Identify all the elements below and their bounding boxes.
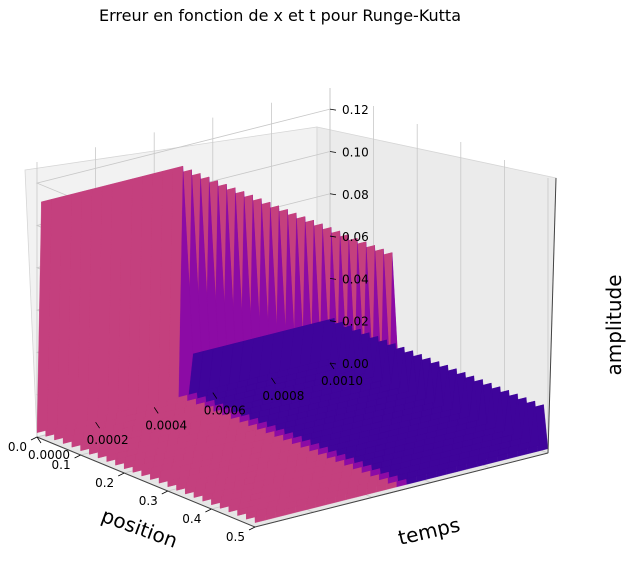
x-tick-label: 0.1 — [52, 458, 71, 472]
y-axis-line — [254, 452, 549, 528]
y-tick-label: 0.0000 — [28, 448, 70, 462]
z-tick-mark — [329, 277, 337, 280]
y-tick-mark — [212, 392, 218, 399]
y-tick-label: 0.0010 — [321, 374, 363, 388]
x-tick-mark — [161, 490, 168, 495]
x-tick-label: 0.2 — [95, 476, 114, 490]
z-axis-label: amplitude — [602, 274, 626, 375]
x-axis-line — [36, 436, 256, 528]
z-tick-label: 0.00 — [342, 357, 369, 371]
x-tick-mark — [74, 454, 81, 459]
x-tick-label: 0.3 — [139, 494, 158, 508]
z-tick-label: 0.04 — [342, 272, 369, 286]
x-ticks: 0.0 0.1 0.2 0.3 0.4 0.5 — [8, 436, 256, 544]
y-tick-mark — [36, 436, 42, 444]
y-tick-label: 0.0004 — [145, 418, 187, 432]
y-tick-label: 0.0002 — [87, 433, 129, 447]
x-tick-mark — [205, 508, 212, 513]
z-tick-mark — [329, 320, 337, 323]
x-tick-mark — [118, 472, 125, 477]
z-tick-label: 0.10 — [342, 145, 369, 159]
y-tick-mark — [329, 362, 335, 370]
z-ticks: 0.00 0.02 0.04 0.06 0.08 0.10 0.12 — [329, 103, 369, 371]
x-tick-label: 0.5 — [226, 530, 245, 544]
z-tick-mark — [329, 362, 337, 365]
z-tick-mark — [329, 108, 337, 111]
x-tick-label: 0.4 — [182, 512, 201, 526]
z-tick-label: 0.12 — [342, 103, 369, 117]
y-tick-mark — [95, 421, 100, 429]
z-tick-mark — [329, 193, 337, 196]
surface-cell — [36, 199, 52, 433]
z-tick-label: 0.06 — [342, 230, 369, 244]
z-axis-line — [547, 177, 557, 454]
y-ticks: 0.0000 0.0002 0.0004 0.0006 0.0008 0.0010 — [28, 362, 363, 462]
x-tick-mark — [30, 436, 38, 441]
y-tick-mark — [271, 377, 276, 385]
y-axis-label: temps — [396, 512, 463, 550]
y-tick-mark — [153, 407, 159, 414]
z-tick-label: 0.08 — [342, 188, 369, 202]
z-tick-mark — [329, 151, 337, 153]
x-tick-mark — [248, 526, 256, 531]
z-tick-label: 0.02 — [342, 315, 369, 329]
y-tick-label: 0.0008 — [262, 389, 304, 403]
surface-mesh — [36, 165, 549, 523]
z-tick-mark — [329, 235, 337, 238]
chart-title: Erreur en fonction de x et t pour Runge-… — [99, 6, 461, 25]
y-tick-label: 0.0006 — [204, 404, 246, 418]
x-axis-label: position — [98, 503, 181, 553]
x-tick-label: 0.0 — [8, 440, 27, 454]
